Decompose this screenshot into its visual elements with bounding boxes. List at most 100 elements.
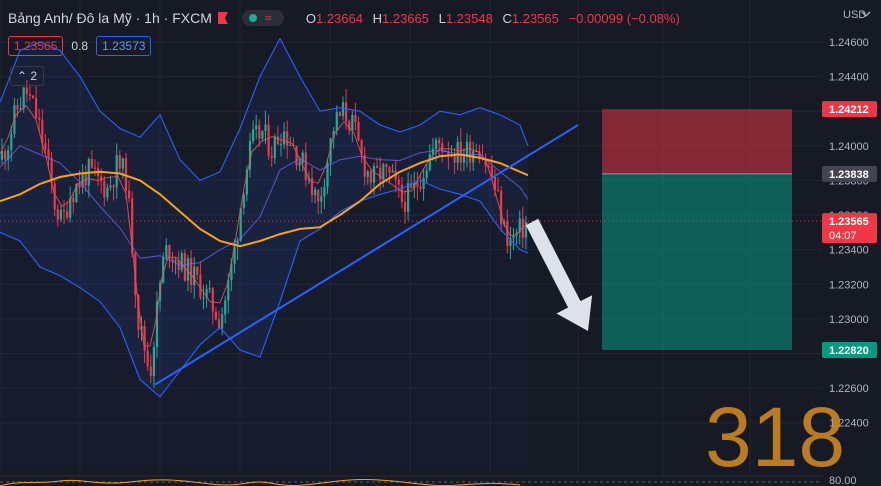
candle-body — [329, 138, 332, 163]
candle-body — [75, 183, 78, 203]
candle-body — [183, 253, 186, 281]
candle-body — [314, 189, 317, 196]
upper-band-line — [0, 37, 529, 182]
ohlc-high-value: 1.23665 — [382, 10, 429, 26]
chevron-up-icon: ⌃ — [17, 69, 28, 83]
candle-body — [283, 131, 286, 145]
symbol-title[interactable]: Bảng Anh/ Đô la Mỹ · 1h · FXCM — [8, 10, 212, 26]
candle-body — [230, 263, 233, 280]
candle-body — [100, 176, 103, 181]
candle-body — [351, 115, 354, 131]
candle-body — [109, 185, 112, 188]
countdown-label: 04:07 — [829, 230, 857, 242]
candle-body — [25, 87, 28, 95]
candle-body — [137, 295, 140, 330]
candle-body — [403, 202, 407, 213]
candle-body — [453, 154, 456, 163]
candle-body — [391, 170, 394, 173]
candle-body — [518, 218, 521, 233]
candle-body — [335, 112, 338, 131]
lower-band-line — [0, 179, 529, 398]
candle-body — [286, 131, 289, 146]
chevron-down-icon[interactable] — [861, 11, 871, 17]
candle-body — [4, 151, 7, 160]
price-tick-label: 1.24600 — [829, 37, 869, 49]
candle-body — [16, 104, 19, 110]
candle-body — [31, 95, 35, 99]
candle-body — [276, 136, 279, 145]
candle-body — [248, 141, 252, 170]
stop-price-tag-bg — [822, 101, 877, 118]
indicator-lines — [0, 37, 822, 398]
candle-body — [72, 197, 75, 203]
buy-price-button[interactable]: 1.23573 — [96, 36, 152, 56]
target-price-tag: 1.22820 — [829, 345, 869, 357]
candle-body — [155, 301, 159, 348]
candle-body — [199, 274, 202, 298]
price-tick-label: 1.23000 — [829, 314, 869, 326]
candle-body — [341, 102, 345, 117]
candle-body — [304, 152, 307, 180]
stop-loss-zone — [602, 109, 792, 174]
candle-body — [7, 150, 10, 160]
candle-body — [524, 222, 527, 238]
market-status-pill[interactable]: ≈ — [241, 10, 284, 26]
candle-body — [438, 139, 441, 144]
candle-body — [258, 125, 261, 139]
candle-body — [168, 245, 171, 260]
chart-grid — [0, 0, 822, 476]
sell-price-button[interactable]: 1.23565 — [8, 36, 64, 56]
candle-body — [310, 178, 314, 196]
candle-body — [422, 178, 425, 189]
candle-body — [338, 112, 341, 117]
flag-icon[interactable] — [217, 12, 228, 24]
price-tick-label: 1.24400 — [829, 72, 869, 84]
candle-body — [400, 184, 403, 203]
ohlc-low-key: L — [438, 10, 446, 26]
candle-body — [326, 162, 329, 188]
candle-body — [323, 187, 326, 197]
candle-body — [35, 98, 38, 118]
target-price-tag-bg — [822, 342, 877, 359]
candle-body — [165, 245, 168, 258]
currency-label[interactable]: USD — [843, 9, 866, 21]
candle-body — [59, 209, 62, 220]
ohlc-high-key: H — [372, 10, 382, 26]
short-position-tool[interactable] — [602, 109, 792, 351]
candle-body — [152, 347, 155, 376]
candle-body — [298, 162, 301, 166]
entry-price-tag-bg — [822, 165, 877, 182]
candle-body — [279, 144, 283, 146]
ohlc-close-key: C — [502, 10, 512, 26]
price-axis[interactable]: 1.246001.244001.242001.240001.238001.236… — [822, 0, 881, 486]
candle-body — [242, 194, 245, 209]
last-price-tag: 1.23565 — [829, 216, 869, 228]
candle-body — [50, 158, 53, 184]
candle-body — [214, 311, 217, 320]
indicators-toggle-button[interactable]: ⌃ 2 — [10, 66, 45, 86]
candle-body — [512, 235, 515, 239]
candle-body — [180, 253, 183, 271]
candle-body — [255, 125, 258, 130]
sma-line — [0, 153, 529, 248]
candle-body — [53, 183, 56, 210]
candle-body — [66, 211, 69, 218]
spread-value: 0.8 — [71, 39, 89, 53]
candle-body — [456, 141, 459, 163]
ohlc-values: O1.23664 H1.23665 L1.23548 C1.23565 −0.0… — [300, 11, 680, 26]
candle-body — [447, 151, 450, 156]
candle-body — [441, 143, 444, 152]
ohlc-open-key: O — [305, 10, 316, 26]
candle-body — [379, 167, 382, 180]
candle-body — [44, 143, 47, 150]
band-basis-line — [0, 145, 529, 266]
candle-body — [425, 170, 428, 179]
candle-body — [416, 182, 419, 187]
candle-body — [227, 279, 230, 301]
bollinger-band-fill — [0, 38, 528, 397]
candle-body — [190, 258, 193, 286]
candle-body — [124, 158, 128, 191]
candle-body — [301, 152, 304, 163]
candle-body — [93, 167, 97, 169]
